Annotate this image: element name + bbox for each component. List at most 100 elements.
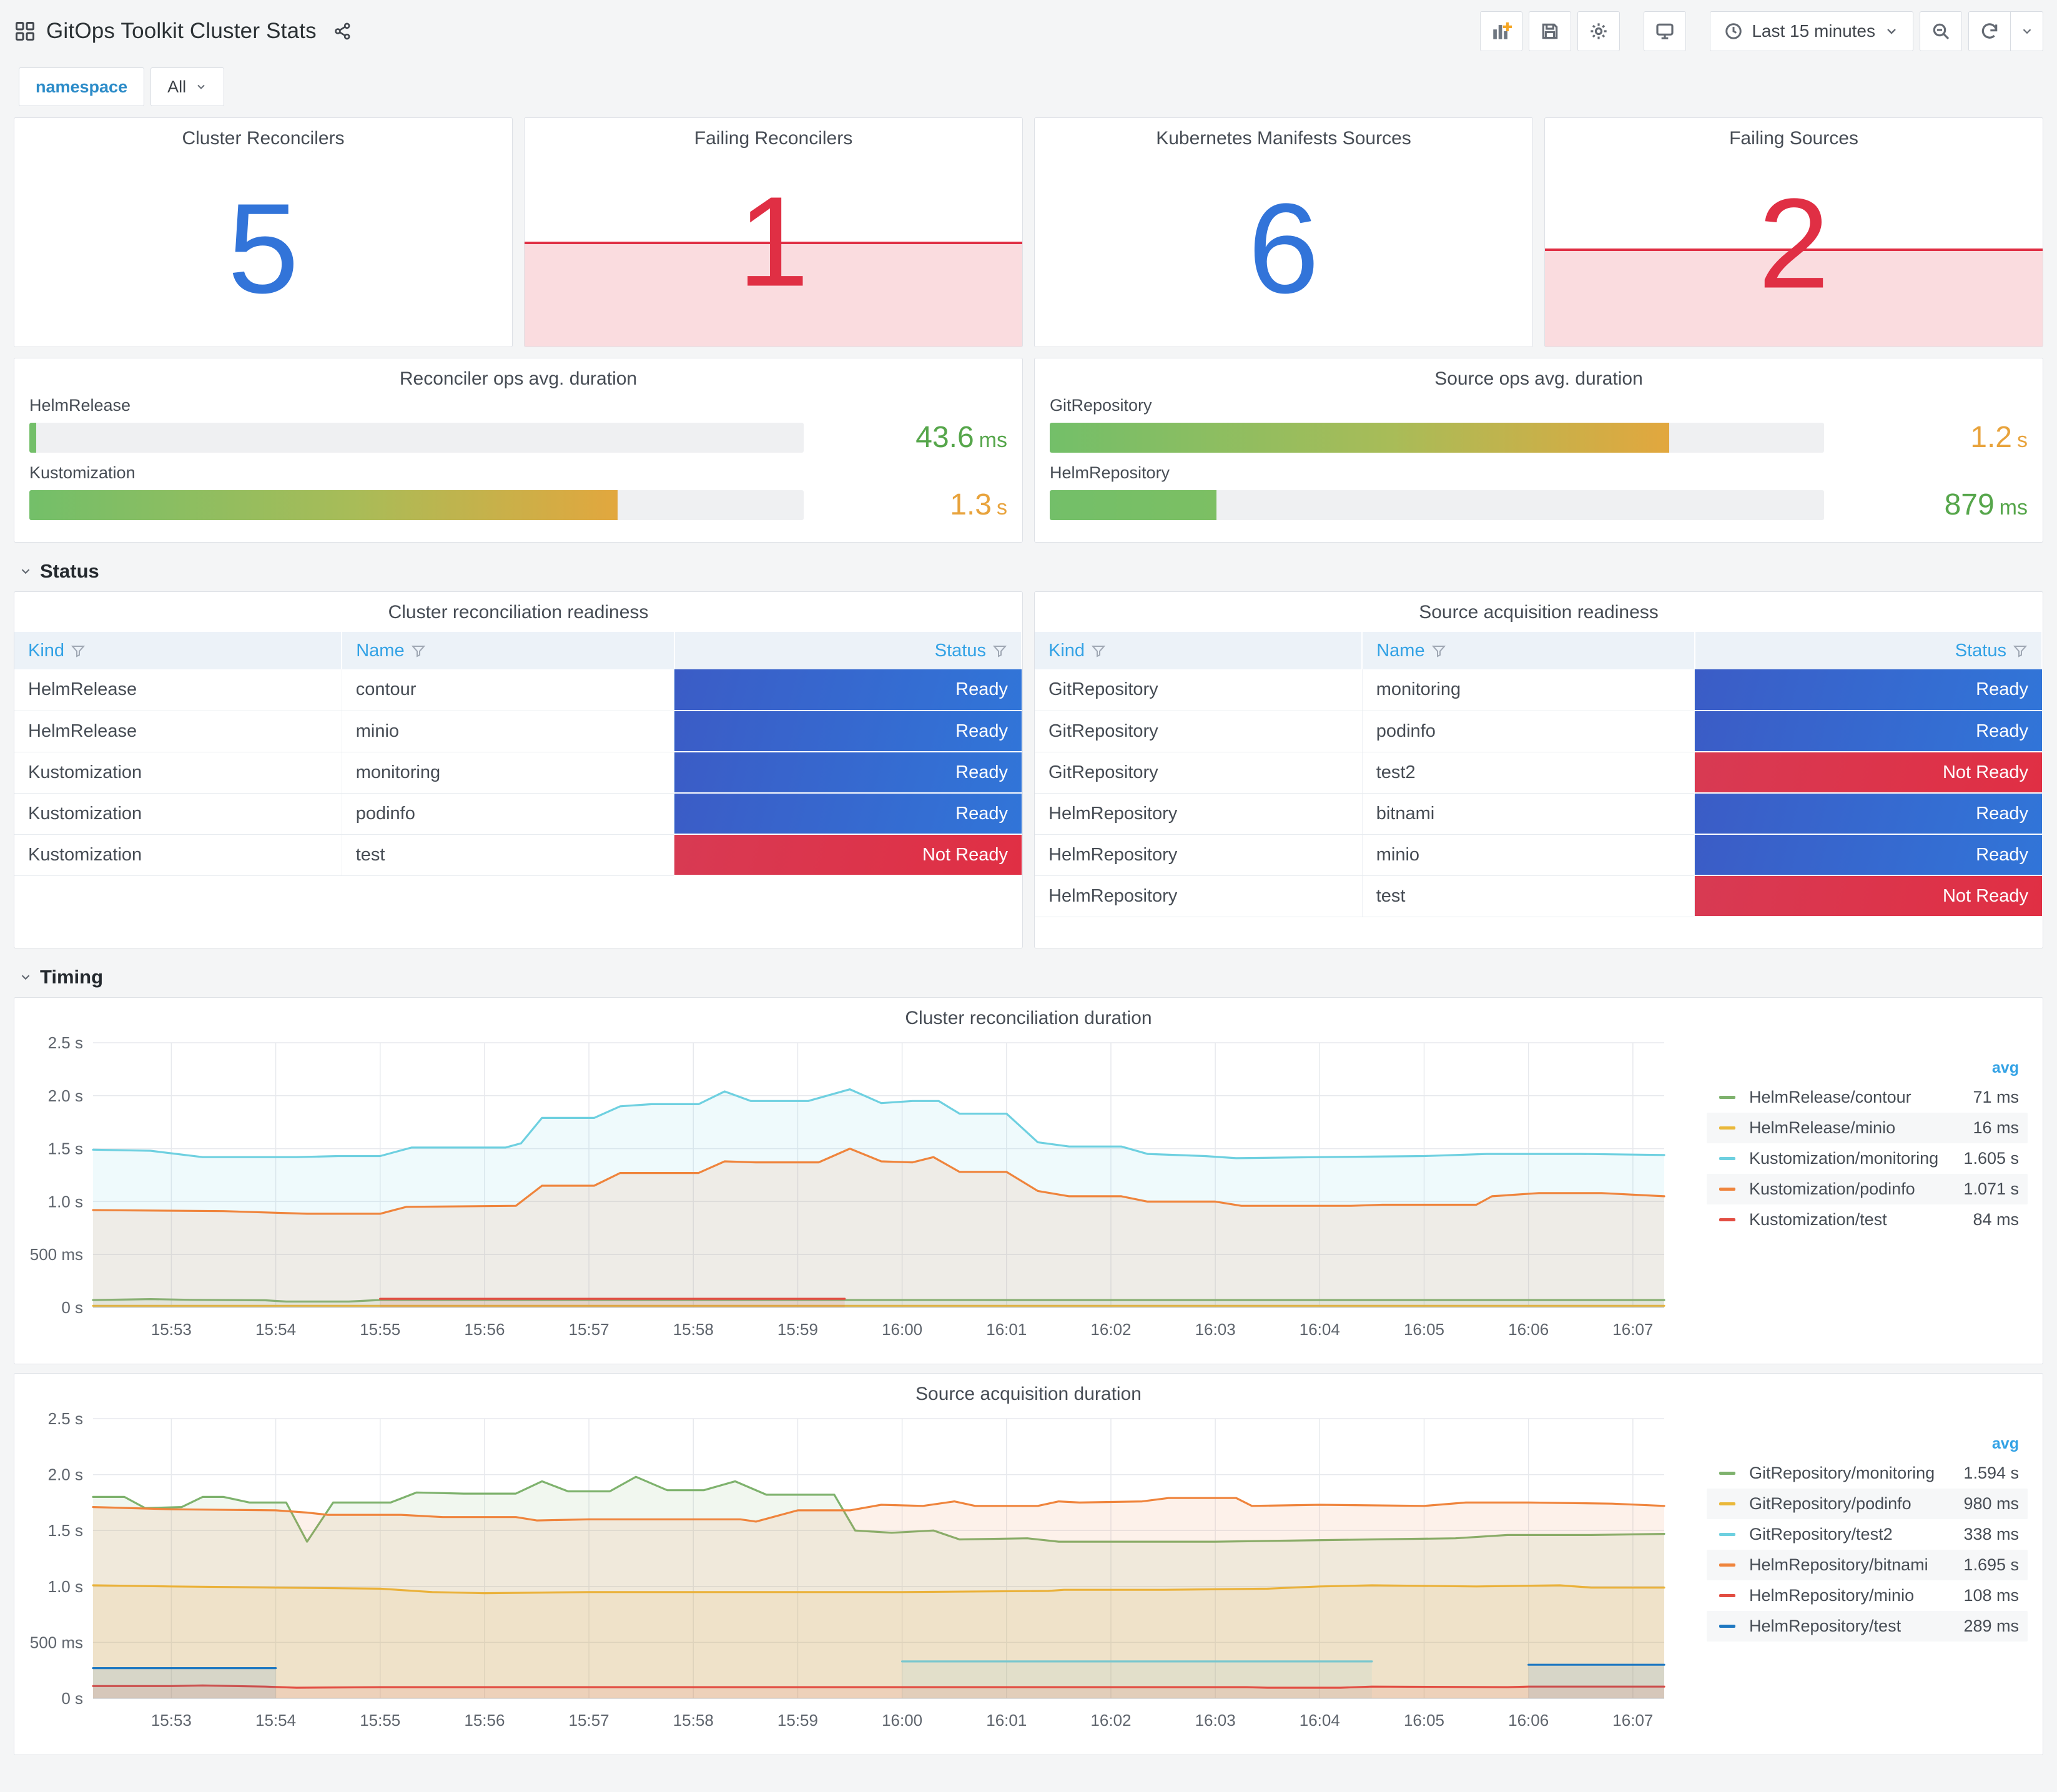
panel-title[interactable]: Cluster reconciliation readiness [388,602,649,623]
svg-text:16:03: 16:03 [1195,1320,1236,1339]
stat-value: 6 [1248,177,1320,320]
cell-kind: Kustomization [14,793,342,835]
filter-funnel-icon[interactable] [2013,643,2028,658]
legend-item[interactable]: HelmRepository/bitnami 1.695 s [1707,1550,2028,1580]
legend-item[interactable]: Kustomization/test 84 ms [1707,1204,2028,1235]
cycle-view-mode-button[interactable] [1644,11,1687,51]
svg-text:2.0 s: 2.0 s [48,1086,83,1105]
panel-title[interactable]: Source ops avg. duration [1434,368,1643,389]
legend-item[interactable]: Kustomization/monitoring 1.605 s [1707,1143,2028,1174]
apps-grid-icon[interactable] [14,20,36,42]
svg-text:16:05: 16:05 [1404,1711,1444,1730]
panel-title[interactable]: Kubernetes Manifests Sources [1156,128,1411,149]
stat-panel-failing-reconcilers: Failing Reconcilers 1 [524,117,1023,347]
gauge-label: GitRepository [1050,396,1152,415]
cell-name: minio [342,711,675,752]
dashboard-settings-button[interactable] [1577,11,1620,51]
panel-title[interactable]: Source acquisition duration [915,1384,1142,1404]
legend-item[interactable]: GitRepository/test2 338 ms [1707,1519,2028,1550]
series-color-dash-icon [1719,1533,1735,1536]
filter-funnel-icon[interactable] [1091,643,1106,658]
zoom-out-time-button[interactable] [1920,11,1962,51]
svg-text:15:59: 15:59 [777,1320,818,1339]
svg-text:15:57: 15:57 [569,1711,609,1730]
series-name: Kustomization/podinfo [1749,1179,1915,1198]
refresh-button[interactable] [1968,11,2011,51]
column-header-kind[interactable]: Kind [14,632,343,669]
panel-title[interactable]: Cluster reconciliation duration [905,1008,1152,1028]
legend-item[interactable]: Kustomization/podinfo 1.071 s [1707,1174,2028,1204]
status-badge: Ready [1694,711,2042,752]
legend-item[interactable]: HelmRepository/minio 108 ms [1707,1580,2028,1611]
variable-namespace-value-dropdown[interactable]: All [150,67,225,106]
cell-name: minio [1362,834,1695,876]
filter-funnel-icon[interactable] [71,643,86,658]
panel-title[interactable]: Failing Reconcilers [694,128,853,149]
panel-title[interactable]: Source acquisition readiness [1419,602,1659,623]
status-badge: Ready [1694,793,2042,835]
save-dashboard-button[interactable] [1529,11,1572,51]
dashboard-title[interactable]: GitOps Toolkit Cluster Stats [46,19,317,43]
series-color-dash-icon [1719,1188,1735,1191]
legend-item[interactable]: HelmRelease/contour 71 ms [1707,1082,2028,1113]
share-icon[interactable] [333,21,353,41]
series-name: HelmRepository/bitnami [1749,1555,1928,1574]
series-name: GitRepository/test2 [1749,1525,1893,1543]
legend-item[interactable]: GitRepository/monitoring 1.594 s [1707,1458,2028,1489]
refresh-interval-dropdown[interactable] [2011,11,2043,51]
legend-avg-header[interactable]: avg [1991,1435,2019,1452]
gauge-track [1050,422,1824,453]
section-status[interactable]: Status [19,560,2043,583]
series-color-dash-icon [1719,1157,1735,1160]
table-panel-source-acquisition: Source acquisition readiness Kind Name Sta… [1034,591,2043,948]
panel-title[interactable]: Failing Sources [1729,128,1858,149]
legend-item[interactable]: HelmRepository/test 289 ms [1707,1611,2028,1642]
timeseries-plot[interactable]: 15:53 15:54 15:55 15:56 15:57 15:58 15:59 16:00… [23,1407,1703,1735]
svg-text:16:02: 16:02 [1090,1711,1131,1730]
cell-name: podinfo [342,793,675,835]
column-header-status[interactable]: Status [1694,632,2043,669]
time-range-picker[interactable]: Last 15 minutes [1710,11,1913,51]
svg-text:500 ms: 500 ms [30,1633,83,1652]
table-row: HelmRelease minio Ready [14,711,1022,752]
series-name: HelmRelease/minio [1749,1118,1896,1137]
filter-funnel-icon[interactable] [992,643,1007,658]
svg-text:15:56: 15:56 [464,1711,505,1730]
variable-namespace-label[interactable]: namespace [19,67,145,106]
column-header-name[interactable]: Name [342,632,675,669]
section-status-label: Status [40,560,99,582]
cell-name: contour [342,669,675,711]
column-header-status[interactable]: Status [674,632,1022,669]
series-color-dash-icon [1719,1126,1735,1130]
cell-name: test [1362,875,1695,917]
legend-item[interactable]: HelmRelease/minio 16 ms [1707,1113,2028,1143]
panel-title[interactable]: Reconciler ops avg. duration [399,368,638,389]
gauge-fill [1050,422,1669,453]
add-panel-button[interactable] [1480,11,1523,51]
readiness-table: Kind Name Status GitRepository monitoring … [1035,632,2043,917]
chart-panel-source-acquisition-duration: Source acquisition duration 15:53 15:54 15… [14,1373,2043,1755]
series-color-dash-icon [1719,1096,1735,1099]
gauge-fill [29,422,37,453]
svg-text:1.5 s: 1.5 s [48,1140,83,1158]
panel-title[interactable]: Cluster Reconcilers [182,128,345,149]
legend-item[interactable]: GitRepository/podinfo 980 ms [1707,1489,2028,1519]
series-color-dash-icon [1719,1218,1735,1221]
stat-panel-kubernetes-manifests-sources: Kubernetes Manifests Sources 6 [1034,117,1533,347]
column-header-name[interactable]: Name [1362,632,1695,669]
gauge-fill [29,490,618,520]
status-badge: Ready [674,669,1022,711]
series-name: GitRepository/monitoring [1749,1464,1935,1482]
filter-funnel-icon[interactable] [411,643,426,658]
legend-avg-header[interactable]: avg [1991,1059,2019,1076]
table-row: Kustomization monitoring Ready [14,752,1022,794]
series-color-dash-icon [1719,1563,1735,1567]
filter-funnel-icon[interactable] [1431,643,1446,658]
gauge-value: 1.2 s [1970,421,2028,454]
section-timing[interactable]: Timing [19,966,2043,988]
timeseries-plot[interactable]: 15:53 15:54 15:55 15:56 15:57 15:58 15:59 16:00… [23,1031,1703,1344]
svg-text:15:53: 15:53 [151,1320,192,1339]
variable-namespace-value: All [167,77,187,96]
table-row: Kustomization podinfo Ready [14,793,1022,835]
column-header-kind[interactable]: Kind [1035,632,1363,669]
